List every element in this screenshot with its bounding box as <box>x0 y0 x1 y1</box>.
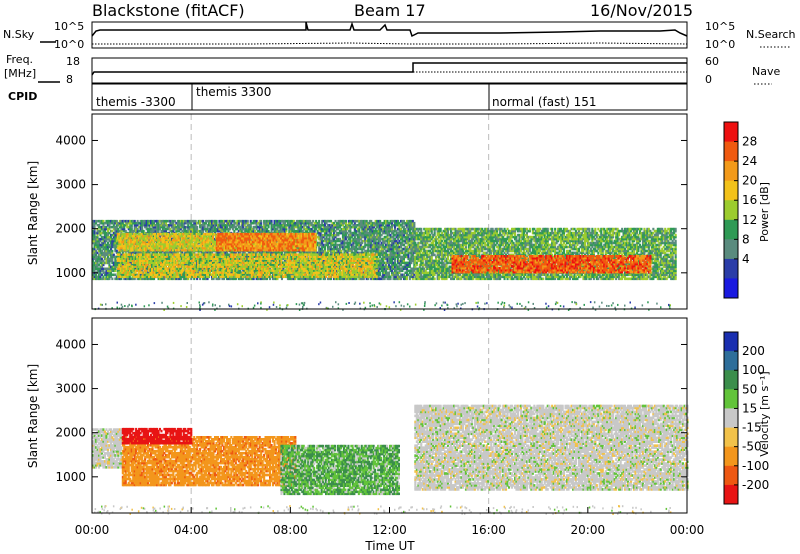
freq-line <box>92 63 687 75</box>
beam-title: Beam 17 <box>354 1 426 20</box>
freq-unit: [MHz] <box>4 67 36 80</box>
data-cell <box>111 278 113 281</box>
nave-tick-bottom: 0 <box>705 73 712 86</box>
date-title: 16/Nov/2015 <box>590 1 693 20</box>
radar-summary-plot: Blackstone (fitACF) Beam 17 16/Nov/2015 … <box>0 0 800 554</box>
cpid-segment-3: normal (fast) 151 <box>492 95 596 109</box>
freq-tick-bottom: 8 <box>66 73 73 86</box>
cpid-segment-1: themis -3300 <box>96 95 176 109</box>
nave-label: Nave <box>752 65 780 78</box>
freq-panel <box>92 58 687 83</box>
nsearch-tick-top: 10^5 <box>705 20 735 33</box>
nsky-label: N.Sky <box>3 28 35 41</box>
radar-title: Blackstone (fitACF) <box>92 1 245 20</box>
cpid-label: CPID <box>8 90 37 103</box>
nave-tick-top: 60 <box>705 55 719 68</box>
nsearch-tick-bottom: 10^0 <box>705 38 735 51</box>
data-cell <box>111 250 113 253</box>
freq-label: Freq. <box>6 53 33 66</box>
cpid-segment-2: themis 3300 <box>196 85 271 99</box>
nsearch-label: N.Search <box>746 28 796 41</box>
nsky-tick-top: 10^5 <box>54 20 84 33</box>
cpid-panel <box>92 84 687 110</box>
nsky-tick-bottom: 10^0 <box>54 38 84 51</box>
freq-tick-top: 18 <box>66 55 80 68</box>
nsky-line <box>92 22 687 36</box>
nsearch-line <box>92 43 687 44</box>
